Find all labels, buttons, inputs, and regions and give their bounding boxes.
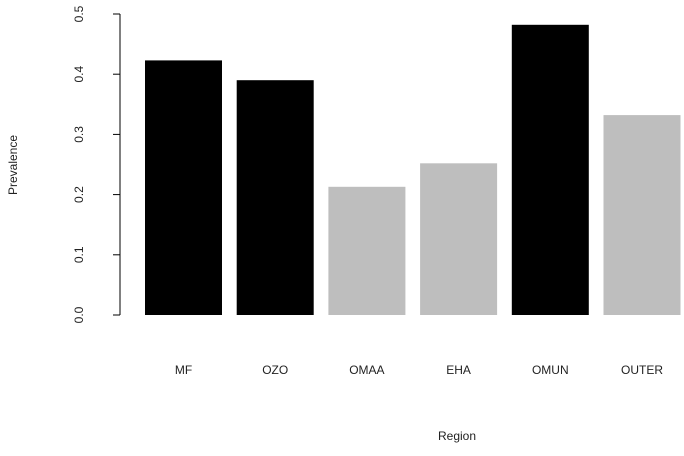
y-tick-label: 0.3	[72, 126, 86, 143]
x-category-labels: MF OZO OMAA EHA OMUN OUTER	[175, 363, 663, 377]
y-tick-label: 0.0	[72, 306, 86, 323]
x-tick-label: OMAA	[349, 363, 384, 377]
y-tick-label: 0.4	[72, 66, 86, 83]
y-tick-label: 0.1	[72, 246, 86, 263]
y-axis-title: Prevalence	[6, 135, 20, 195]
x-tick-label: OZO	[262, 363, 288, 377]
bar-omun	[511, 24, 589, 316]
y-axis: 0.0 0.1 0.2 0.3 0.4 0.5	[72, 5, 121, 323]
bar-ozo	[236, 80, 314, 315]
x-tick-label: OMUN	[532, 363, 569, 377]
x-tick-label: OUTER	[621, 363, 663, 377]
bar-outer	[603, 115, 681, 315]
bars	[145, 24, 681, 316]
bar-omaa	[328, 186, 406, 315]
x-tick-label: EHA	[446, 363, 471, 377]
x-axis-title: Region	[438, 429, 476, 443]
bar-mf	[145, 60, 222, 316]
y-tick-label: 0.2	[72, 186, 86, 203]
y-tick-label: 0.5	[72, 5, 86, 22]
bar-eha	[420, 163, 498, 315]
x-tick-label: MF	[175, 363, 192, 377]
